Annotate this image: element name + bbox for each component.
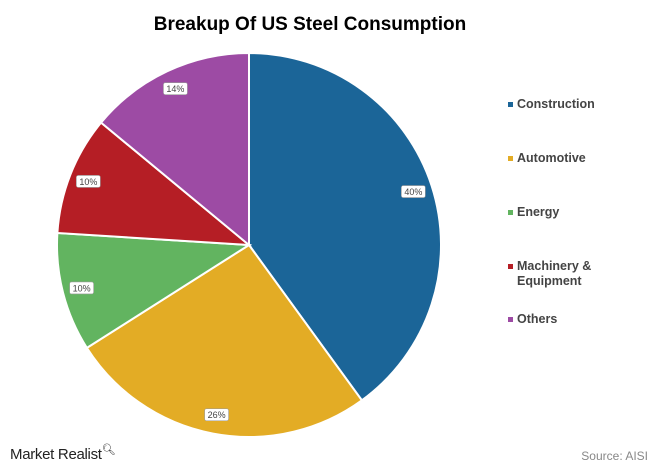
brand-logo: Market Realist🔍︎ [10,443,116,463]
legend-swatch [508,156,513,162]
legend-swatch [508,317,513,323]
data-label: 10% [69,281,94,295]
data-label: 14% [163,82,188,95]
svg-text:14%: 14% [166,84,184,94]
legend-swatch [508,210,513,216]
source-note: Source: AISI [581,449,648,463]
pie-slice-automotive [85,243,364,438]
legend-item: Automotive [508,151,586,166]
legend-item: Energy [508,205,559,220]
chart-title: Breakup Of US Steel Consumption [153,14,467,35]
legend-label: Machinery & Equipment [517,259,592,288]
data-label: 26% [204,408,229,422]
legend-item: Others [508,312,557,327]
pie-slice-machinery-equipment [56,121,253,247]
legend-swatch [508,102,513,108]
svg-text:10%: 10% [79,177,97,187]
legend-item: Machinery & Equipment [508,259,607,289]
pie-slice-construction [248,51,442,402]
legend-label: Others [517,312,558,326]
legend-label: Automotive [517,151,586,165]
magnifier-icon: 🔍︎ [101,444,116,456]
svg-text:10%: 10% [73,283,91,293]
brand-name: Market Realist [10,446,102,463]
svg-text:40%: 40% [404,187,422,197]
data-label: 10% [76,175,101,188]
legend-item: Construction [508,97,595,112]
data-label: 40% [401,185,426,198]
legend-label: Construction [517,97,595,111]
svg-text:26%: 26% [208,410,226,420]
legend-label: Energy [517,205,560,219]
pie-slice-others [99,51,250,248]
legend-swatch [508,264,513,270]
pie-slice-energy [56,231,253,350]
